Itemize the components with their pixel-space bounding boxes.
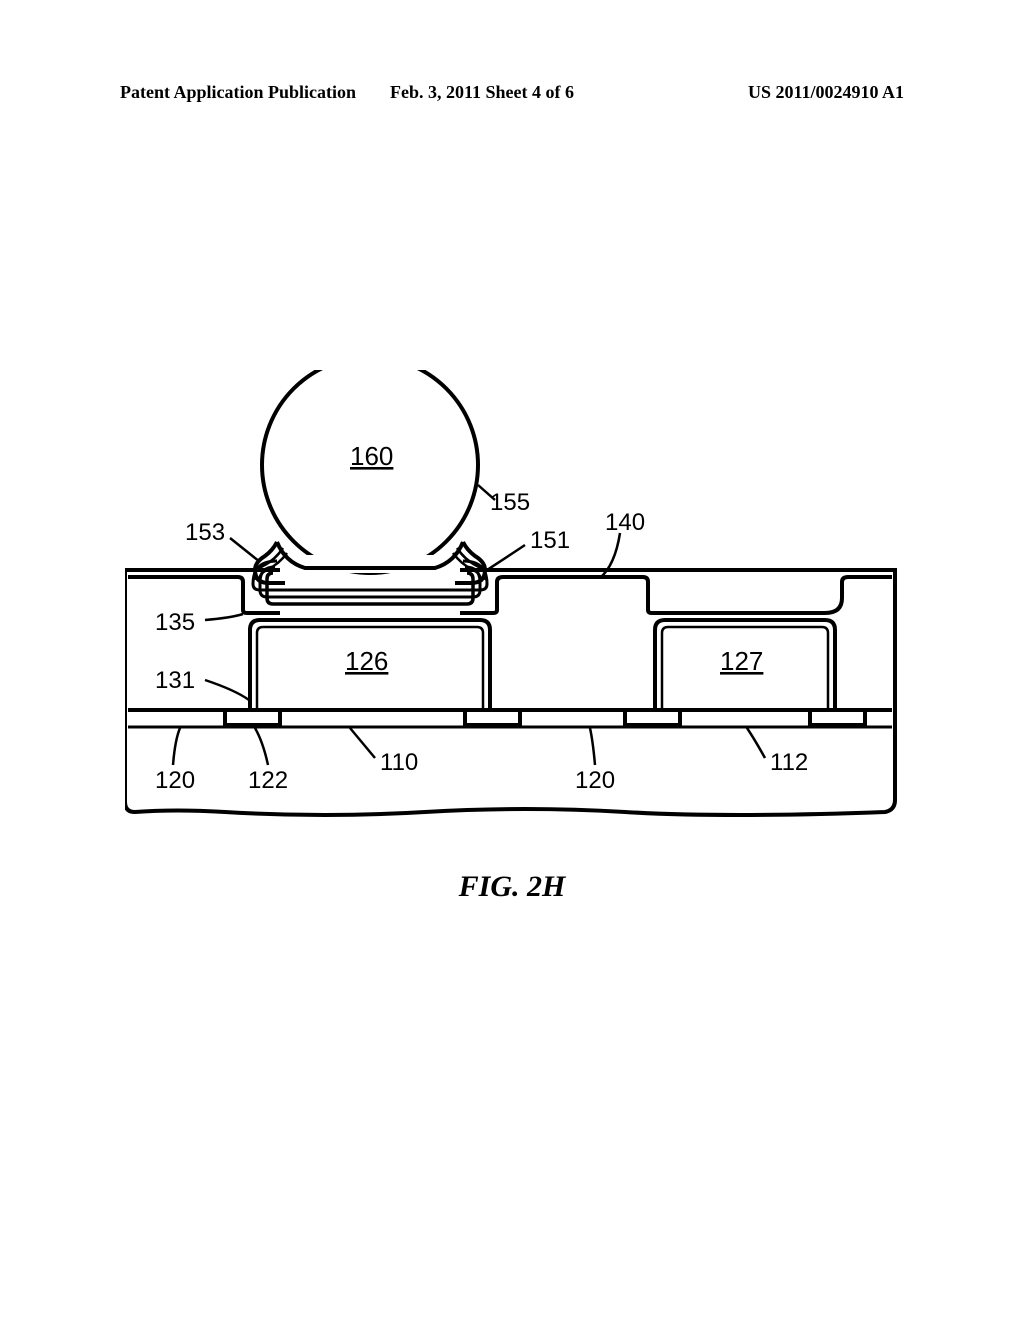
figure-diagram: 160 155 153 151 140 135 126 127 131 120 … <box>125 370 905 840</box>
label-126: 126 <box>345 646 388 676</box>
header-publication: Patent Application Publication <box>120 82 356 103</box>
label-131: 131 <box>155 667 195 694</box>
label-135: 135 <box>155 609 195 636</box>
label-110: 110 <box>380 749 418 776</box>
label-155: 155 <box>490 489 530 516</box>
label-120b: 120 <box>575 767 615 794</box>
label-153: 153 <box>185 519 225 546</box>
label-140: 140 <box>605 509 645 536</box>
header-docnum: US 2011/0024910 A1 <box>748 82 904 103</box>
label-112: 112 <box>770 749 808 776</box>
label-122: 122 <box>248 767 288 794</box>
figure-2h: 160 155 153 151 140 135 126 127 131 120 … <box>125 370 905 840</box>
label-120a: 120 <box>155 767 195 794</box>
label-127: 127 <box>720 646 763 676</box>
figure-caption: FIG. 2H <box>0 870 1024 904</box>
label-151: 151 <box>530 527 570 554</box>
header-date-sheet: Feb. 3, 2011 Sheet 4 of 6 <box>390 82 574 103</box>
label-160: 160 <box>350 441 393 471</box>
